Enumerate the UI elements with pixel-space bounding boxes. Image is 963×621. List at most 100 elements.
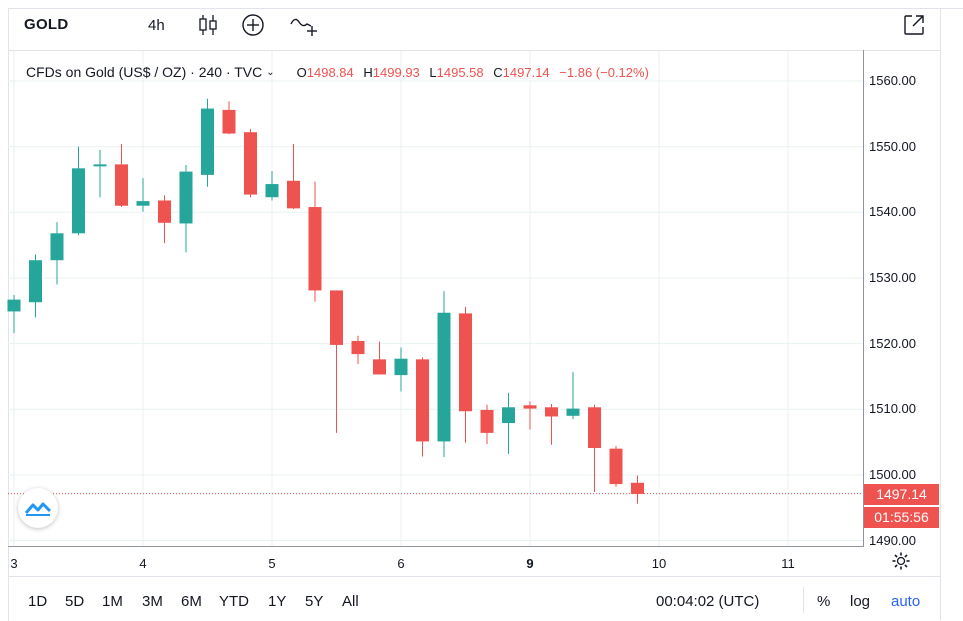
- candle-body: [222, 109, 236, 134]
- candle[interactable]: [50, 222, 64, 285]
- candle[interactable]: [7, 295, 21, 334]
- chart-widget: [8, 8, 963, 621]
- candle-body: [179, 171, 193, 224]
- ohlc-values: O1498.84 H1499.93 L1495.58 C1497.14 −1.8…: [297, 65, 655, 80]
- range-6m[interactable]: 6M: [181, 593, 202, 610]
- symbol-search[interactable]: GOLD: [24, 16, 69, 33]
- candle[interactable]: [373, 341, 386, 375]
- candle[interactable]: [437, 291, 451, 458]
- candle-body: [566, 408, 580, 416]
- compare-icon[interactable]: [288, 12, 322, 38]
- candle[interactable]: [394, 347, 408, 392]
- expand-icon[interactable]: [901, 12, 927, 38]
- widget-right-edge: [940, 8, 941, 620]
- candle[interactable]: [545, 403, 558, 445]
- candle[interactable]: [588, 404, 601, 492]
- legend-title: CFDs on Gold (US$ / OZ) · 240 · TVC: [26, 64, 263, 80]
- candle[interactable]: [631, 475, 644, 504]
- candle-body: [244, 132, 257, 195]
- candle[interactable]: [523, 401, 537, 430]
- range-ytd[interactable]: YTD: [219, 593, 249, 610]
- range-1y[interactable]: 1Y: [268, 593, 287, 610]
- candle-body: [29, 260, 42, 303]
- candle-body: [609, 448, 623, 485]
- price-axis-border: [863, 50, 864, 547]
- gear-icon[interactable]: [890, 550, 912, 572]
- time-tick-label: 5: [268, 556, 276, 571]
- candle-body: [523, 405, 537, 409]
- candle[interactable]: [72, 146, 85, 236]
- interval-button[interactable]: 4h: [148, 16, 165, 34]
- candle-body: [588, 407, 601, 448]
- candle[interactable]: [308, 181, 322, 302]
- plus-circle-icon[interactable]: [240, 12, 266, 38]
- low-value: 1495.58: [436, 64, 484, 80]
- close-value: 1497.14: [502, 64, 550, 80]
- price-tick-label: 1550.00: [869, 138, 916, 154]
- candle-body: [545, 407, 558, 417]
- candlestick-icon[interactable]: [196, 12, 220, 38]
- range-1d[interactable]: 1D: [28, 593, 48, 610]
- candle[interactable]: [351, 335, 365, 364]
- log-toggle[interactable]: log: [850, 593, 871, 610]
- candle[interactable]: [459, 306, 472, 443]
- price-tick-label: 1520.00: [869, 335, 916, 351]
- bottom-toolbar: 1D 5D 1M 3M 6M YTD 1Y 5Y All 00:04:02 (U…: [8, 576, 940, 621]
- candle-body: [394, 358, 408, 376]
- range-1m[interactable]: 1M: [102, 593, 123, 610]
- bottom-divider: [803, 587, 804, 613]
- candle[interactable]: [265, 170, 279, 201]
- candle[interactable]: [609, 446, 623, 487]
- utc-clock[interactable]: 00:04:02 (UTC): [656, 593, 760, 610]
- price-tick-label: 1490.00: [869, 532, 916, 548]
- candle-body: [72, 168, 85, 234]
- time-tick-label: 6: [397, 556, 405, 571]
- price-tick-label: 1500.00: [869, 466, 916, 482]
- tradingview-logo-icon[interactable]: [18, 488, 58, 528]
- percent-toggle[interactable]: %: [817, 593, 831, 610]
- high-key: H: [363, 64, 373, 80]
- candle[interactable]: [93, 149, 107, 198]
- toolbar-divider: [8, 50, 940, 51]
- range-5d[interactable]: 5D: [65, 593, 85, 610]
- candle[interactable]: [244, 128, 257, 198]
- auto-toggle[interactable]: auto: [891, 593, 921, 610]
- candle[interactable]: [179, 165, 193, 253]
- candle-body: [115, 164, 128, 206]
- low-key: L: [429, 64, 437, 80]
- candle[interactable]: [416, 357, 429, 457]
- candle-body: [158, 200, 171, 223]
- chart-legend[interactable]: CFDs on Gold (US$ / OZ) · 240 · TVC ⌄ O1…: [26, 64, 655, 80]
- candle[interactable]: [158, 195, 171, 244]
- candle[interactable]: [480, 404, 494, 445]
- range-3m[interactable]: 3M: [142, 593, 163, 610]
- candle-body: [136, 201, 150, 206]
- countdown-tag: 01:55:56: [864, 506, 939, 528]
- candle-body: [287, 180, 300, 209]
- candle-body: [265, 184, 279, 198]
- candle-body: [351, 340, 365, 355]
- close-key: C: [493, 64, 503, 80]
- candle[interactable]: [502, 392, 515, 454]
- high-value: 1499.93: [372, 64, 420, 80]
- candle[interactable]: [115, 144, 128, 208]
- candle[interactable]: [566, 371, 580, 420]
- candle-body: [416, 359, 429, 442]
- candle[interactable]: [222, 101, 236, 135]
- price-tick-label: 1510.00: [869, 401, 916, 417]
- candle[interactable]: [287, 144, 300, 210]
- candle[interactable]: [330, 290, 343, 433]
- chevron-down-icon[interactable]: ⌄: [266, 66, 275, 78]
- candle[interactable]: [29, 254, 42, 318]
- time-tick-label: 11: [781, 556, 795, 571]
- candle-body: [373, 359, 386, 375]
- open-key: O: [296, 64, 307, 80]
- candle[interactable]: [136, 178, 150, 212]
- candle-body: [459, 313, 472, 412]
- last-price-tag: 1497.14: [864, 483, 939, 505]
- open-value: 1498.84: [306, 64, 354, 80]
- range-5y[interactable]: 5Y: [305, 593, 324, 610]
- range-all[interactable]: All: [342, 593, 359, 610]
- candle[interactable]: [201, 98, 214, 187]
